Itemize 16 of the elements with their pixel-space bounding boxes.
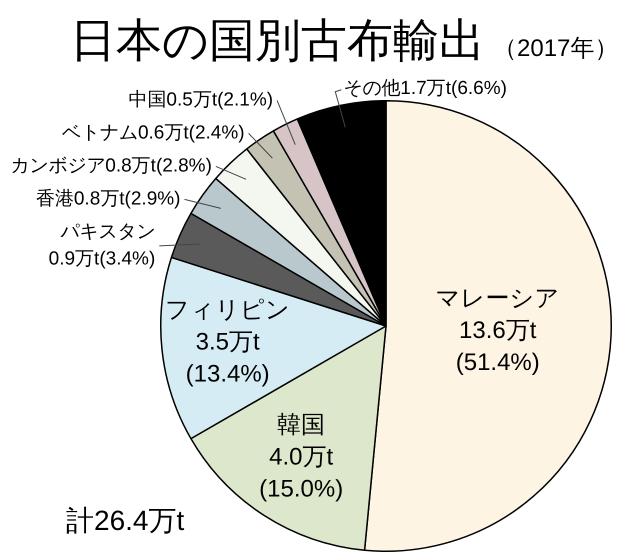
slice-label: パキスタン [59, 222, 156, 243]
slice-label: その他1.7万t(6.6%) [343, 78, 507, 99]
slice-label: ベトナム0.6万t(2.4%) [62, 122, 245, 144]
data-label: 4.0万t(15.0%) [259, 444, 344, 503]
slice-label: 韓国 [277, 412, 326, 439]
data-label: 3.5万t(13.4%) [186, 328, 270, 388]
chart-subtitle: （2017年） [493, 34, 618, 64]
chart-title: 日本の国別古布輸出 [70, 13, 485, 68]
slice-label: マレーシア [436, 284, 560, 312]
slice-label: 中国0.5万t(2.1%) [128, 90, 274, 111]
slice-label: フィリピン [165, 296, 290, 324]
slice-label: カンボジア0.8万t(2.8%) [10, 156, 212, 177]
slice-label: 香港0.8万t(2.9%) [36, 188, 180, 210]
data-label: 13.6万t(51.4%) [456, 316, 540, 376]
text: 計26.4万t [66, 504, 184, 538]
data-label: 0.9万t(3.4%) [48, 248, 156, 270]
